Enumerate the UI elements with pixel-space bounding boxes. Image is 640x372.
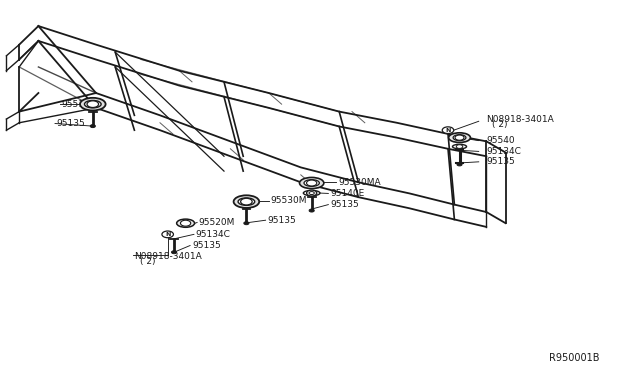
Ellipse shape xyxy=(304,180,319,186)
Circle shape xyxy=(87,101,99,108)
Text: 95530MA: 95530MA xyxy=(338,178,381,187)
Text: 95140E: 95140E xyxy=(330,189,365,198)
Text: 95540: 95540 xyxy=(486,136,515,145)
Ellipse shape xyxy=(449,133,470,142)
Circle shape xyxy=(241,198,252,205)
Circle shape xyxy=(162,231,173,238)
Text: R950001B: R950001B xyxy=(549,353,600,363)
Circle shape xyxy=(90,125,95,128)
Circle shape xyxy=(456,145,463,148)
Ellipse shape xyxy=(300,177,324,189)
Circle shape xyxy=(172,251,177,254)
Circle shape xyxy=(457,163,462,166)
Text: 95134C: 95134C xyxy=(486,147,521,156)
Circle shape xyxy=(442,127,454,134)
Text: 95135: 95135 xyxy=(486,157,515,166)
Text: N: N xyxy=(165,232,170,237)
Ellipse shape xyxy=(80,98,106,110)
Circle shape xyxy=(180,220,191,226)
Text: 95135: 95135 xyxy=(56,119,85,128)
Circle shape xyxy=(307,190,317,196)
Text: N: N xyxy=(445,128,451,133)
Text: N08918-3401A: N08918-3401A xyxy=(134,252,202,261)
Circle shape xyxy=(307,180,317,186)
Circle shape xyxy=(244,222,249,225)
Text: 95510M: 95510M xyxy=(61,100,98,109)
Circle shape xyxy=(309,209,314,212)
Circle shape xyxy=(455,135,464,140)
Text: ( 2): ( 2) xyxy=(492,120,507,129)
Ellipse shape xyxy=(452,144,467,149)
Ellipse shape xyxy=(84,100,101,108)
Text: 95520M: 95520M xyxy=(198,218,235,227)
Text: N08918-3401A: N08918-3401A xyxy=(486,115,554,124)
Text: 95135: 95135 xyxy=(192,241,221,250)
Circle shape xyxy=(309,192,314,195)
Text: 95135: 95135 xyxy=(268,216,296,225)
Ellipse shape xyxy=(177,219,195,227)
Ellipse shape xyxy=(234,195,259,208)
Ellipse shape xyxy=(303,190,320,196)
Text: 95135: 95135 xyxy=(330,200,359,209)
Text: 95530M: 95530M xyxy=(270,196,307,205)
Text: 95134C: 95134C xyxy=(195,230,230,239)
Ellipse shape xyxy=(453,135,466,141)
Ellipse shape xyxy=(238,198,255,205)
Text: ( 2): ( 2) xyxy=(140,257,155,266)
